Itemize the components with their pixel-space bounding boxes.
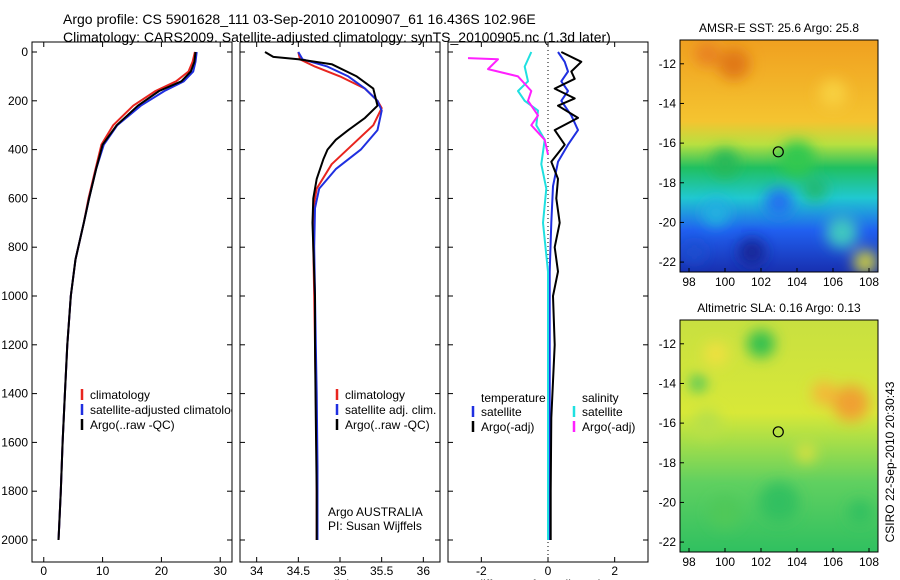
legend-label: climatology bbox=[90, 388, 150, 402]
timestamp-side-text: CSIRO 22-Sep-2010 20:30:43 bbox=[883, 381, 897, 542]
y-tick-label: 1200 bbox=[1, 338, 28, 352]
legend-title-temperature: temperature bbox=[481, 391, 546, 405]
x-tick-label: 106 bbox=[823, 555, 843, 569]
series-line-3 bbox=[517, 51, 549, 540]
y-tick-label: -12 bbox=[659, 337, 677, 351]
heatmap-texture bbox=[690, 329, 872, 529]
x-tick-label: 10 bbox=[96, 564, 110, 578]
y-tick-label: 1600 bbox=[1, 435, 28, 449]
series-line-1 bbox=[57, 51, 196, 541]
series-line-1 bbox=[297, 51, 383, 540]
x-tick-label: 108 bbox=[859, 275, 879, 289]
legend-label: climatology bbox=[345, 388, 405, 402]
x-tick-label: 2 bbox=[611, 564, 618, 578]
y-tick-label: -14 bbox=[659, 376, 677, 390]
x-tick-label: 106 bbox=[823, 275, 843, 289]
header-line-2: Climatology: CARS2009. Satellite-adjuste… bbox=[63, 29, 611, 45]
argo-position-marker bbox=[772, 146, 784, 158]
map-frame bbox=[679, 39, 879, 273]
series-line-3 bbox=[57, 51, 197, 541]
y-tick-label: -20 bbox=[659, 215, 677, 229]
x-tick-label: 102 bbox=[751, 275, 771, 289]
x-tick-label: 34 bbox=[250, 564, 264, 578]
legend-label: Argo(..raw -QC) bbox=[345, 418, 430, 432]
map-title: Altimetric SLA: 0.16 Argo: 0.13 bbox=[697, 301, 861, 315]
series-line-3 bbox=[264, 51, 379, 540]
series-line-2 bbox=[57, 51, 198, 541]
y-tick-label: 200 bbox=[8, 94, 28, 108]
legend-label: satellite-adjusted climatology bbox=[90, 403, 243, 417]
argo-position-marker bbox=[772, 426, 784, 438]
legend-label: Argo(-adj) bbox=[582, 420, 635, 434]
series-line-2 bbox=[549, 51, 583, 540]
credit-text: PI: Susan Wijffels bbox=[328, 519, 422, 533]
x-tick-label: 35.5 bbox=[370, 564, 394, 578]
x-axis-label: difference from climatology bbox=[476, 577, 619, 580]
y-tick-label: -20 bbox=[659, 495, 677, 509]
map-frame bbox=[679, 319, 879, 553]
y-tick-label: -18 bbox=[659, 456, 677, 470]
y-tick-label: 1800 bbox=[1, 484, 28, 498]
y-tick-label: -16 bbox=[659, 416, 677, 430]
y-tick-label: -14 bbox=[659, 96, 677, 110]
x-tick-label: 0 bbox=[40, 564, 47, 578]
x-tick-label: 36 bbox=[417, 564, 431, 578]
legend-label: satellite bbox=[582, 405, 623, 419]
series-line-2 bbox=[297, 51, 383, 540]
y-tick-label: 0 bbox=[21, 45, 28, 59]
x-tick-label: 98 bbox=[682, 275, 696, 289]
y-tick-label: -22 bbox=[659, 255, 677, 269]
plot-frame bbox=[31, 41, 233, 563]
y-tick-label: 400 bbox=[8, 143, 28, 157]
x-tick-label: 35 bbox=[333, 564, 347, 578]
x-tick-label: 100 bbox=[715, 275, 735, 289]
x-tick-label: 20 bbox=[155, 564, 169, 578]
series-line-1 bbox=[548, 51, 579, 540]
x-axis-label: salinity bbox=[322, 577, 359, 580]
y-tick-label: 600 bbox=[8, 191, 28, 205]
x-tick-label: 104 bbox=[787, 275, 807, 289]
profile-panel-1: 0 10 20 30 temperature 0 200 400 600 800 1000 1200 1… bbox=[1, 41, 243, 580]
y-tick-label: 1000 bbox=[1, 289, 28, 303]
x-tick-label: 34.5 bbox=[287, 564, 311, 578]
y-tick-label: 1400 bbox=[1, 387, 28, 401]
y-tick-label: -16 bbox=[659, 136, 677, 150]
credit-text: Argo AUSTRALIA bbox=[328, 505, 423, 519]
x-tick-label: 0 bbox=[545, 564, 552, 578]
sla-map: Altimetric SLA: 0.16 Argo: 0.13 98 100 102 1… bbox=[659, 301, 880, 569]
plot-frame bbox=[239, 41, 441, 563]
series-line-4 bbox=[467, 57, 549, 155]
x-tick-label: 104 bbox=[787, 555, 807, 569]
x-tick-label: 30 bbox=[214, 564, 228, 578]
x-axis-label: temperature bbox=[100, 577, 165, 580]
x-tick-label: 108 bbox=[859, 555, 879, 569]
y-tick-label: -12 bbox=[659, 57, 677, 71]
y-tick-label: -22 bbox=[659, 535, 677, 549]
x-tick-label: 102 bbox=[751, 555, 771, 569]
map-title: AMSR-E SST: 25.6 Argo: 25.8 bbox=[699, 21, 859, 35]
legend-label: satellite bbox=[481, 405, 522, 419]
legend-label: satellite adj. clim. bbox=[345, 403, 436, 417]
heatmap-texture bbox=[684, 41, 878, 272]
legend-label: Argo(-adj) bbox=[481, 420, 534, 434]
sst-map: AMSR-E SST: 25.6 Argo: 25.8 98 100 102 104 10… bbox=[659, 21, 880, 289]
profile-panel-3: -2 0 2difference from climatology temperatu… bbox=[447, 41, 649, 580]
y-tick-label: -18 bbox=[659, 176, 677, 190]
x-tick-label: 100 bbox=[715, 555, 735, 569]
x-tick-label: 98 bbox=[682, 555, 696, 569]
header-line-1: Argo profile: CS 5901628_111 03-Sep-2010… bbox=[63, 11, 536, 27]
x-tick-label: -2 bbox=[476, 564, 487, 578]
y-tick-label: 800 bbox=[8, 240, 28, 254]
legend-label: Argo(..raw -QC) bbox=[90, 418, 175, 432]
profile-panel-2: 34 34.5 35 35.5 36 salinity climatologysatelli… bbox=[239, 41, 441, 580]
legend-title-salinity: salinity bbox=[582, 391, 619, 405]
y-tick-label: 2000 bbox=[1, 533, 28, 547]
